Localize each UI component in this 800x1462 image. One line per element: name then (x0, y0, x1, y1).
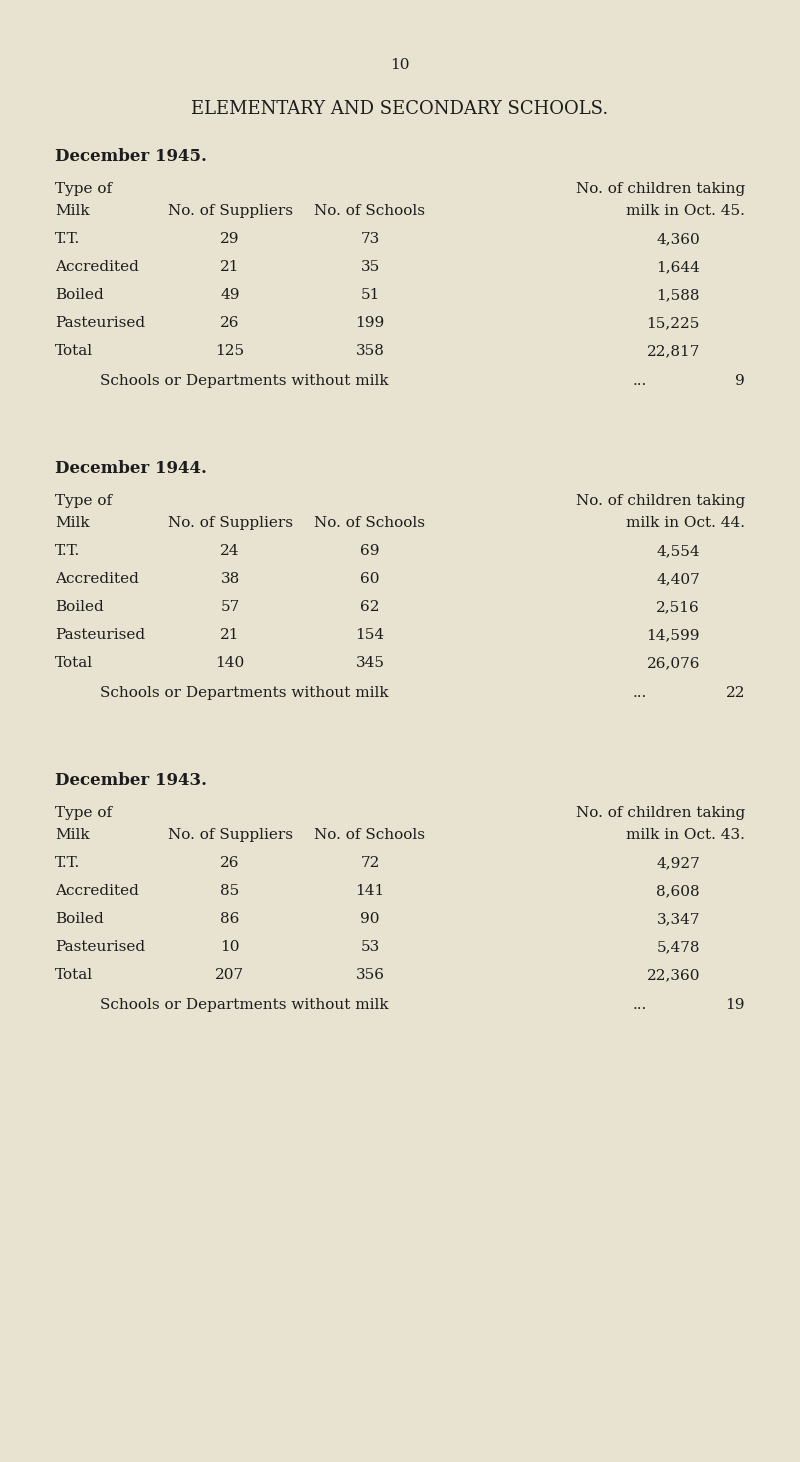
Text: Schools or Departments without milk: Schools or Departments without milk (100, 999, 389, 1012)
Text: No. of Suppliers: No. of Suppliers (167, 516, 293, 531)
Text: Total: Total (55, 656, 93, 670)
Text: Accredited: Accredited (55, 572, 139, 586)
Text: 345: 345 (355, 656, 385, 670)
Text: Type of: Type of (55, 494, 112, 507)
Text: 22: 22 (726, 686, 745, 700)
Text: No. of Suppliers: No. of Suppliers (167, 205, 293, 218)
Text: 4,360: 4,360 (656, 232, 700, 246)
Text: Schools or Departments without milk: Schools or Departments without milk (100, 686, 389, 700)
Text: 356: 356 (355, 968, 385, 982)
Text: 4,554: 4,554 (656, 544, 700, 558)
Text: Pasteurised: Pasteurised (55, 940, 145, 955)
Text: Accredited: Accredited (55, 885, 139, 898)
Text: 72: 72 (360, 855, 380, 870)
Text: milk in Oct. 45.: milk in Oct. 45. (626, 205, 745, 218)
Text: Accredited: Accredited (55, 260, 139, 273)
Text: 140: 140 (215, 656, 245, 670)
Text: 57: 57 (220, 599, 240, 614)
Text: Boiled: Boiled (55, 288, 104, 303)
Text: Total: Total (55, 968, 93, 982)
Text: 358: 358 (355, 344, 385, 358)
Text: Total: Total (55, 344, 93, 358)
Text: 2,516: 2,516 (656, 599, 700, 614)
Text: 51: 51 (360, 288, 380, 303)
Text: 199: 199 (355, 316, 385, 330)
Text: Type of: Type of (55, 181, 112, 196)
Text: 154: 154 (355, 629, 385, 642)
Text: 1,644: 1,644 (656, 260, 700, 273)
Text: 86: 86 (220, 912, 240, 925)
Text: 26,076: 26,076 (646, 656, 700, 670)
Text: 62: 62 (360, 599, 380, 614)
Text: No. of children taking: No. of children taking (576, 181, 745, 196)
Text: No. of children taking: No. of children taking (576, 494, 745, 507)
Text: 1,588: 1,588 (657, 288, 700, 303)
Text: ELEMENTARY AND SECONDARY SCHOOLS.: ELEMENTARY AND SECONDARY SCHOOLS. (191, 99, 609, 118)
Text: ...: ... (633, 374, 647, 387)
Text: Schools or Departments without milk: Schools or Departments without milk (100, 374, 389, 387)
Text: No. of children taking: No. of children taking (576, 806, 745, 820)
Text: 8,608: 8,608 (656, 885, 700, 898)
Text: 141: 141 (355, 885, 385, 898)
Text: December 1945.: December 1945. (55, 148, 207, 165)
Text: Milk: Milk (55, 516, 90, 531)
Text: T.T.: T.T. (55, 544, 80, 558)
Text: 15,225: 15,225 (646, 316, 700, 330)
Text: No. of Schools: No. of Schools (314, 516, 426, 531)
Text: 10: 10 (390, 58, 410, 72)
Text: 24: 24 (220, 544, 240, 558)
Text: Milk: Milk (55, 827, 90, 842)
Text: Milk: Milk (55, 205, 90, 218)
Text: 10: 10 (220, 940, 240, 955)
Text: 21: 21 (220, 629, 240, 642)
Text: Pasteurised: Pasteurised (55, 316, 145, 330)
Text: T.T.: T.T. (55, 232, 80, 246)
Text: 38: 38 (220, 572, 240, 586)
Text: T.T.: T.T. (55, 855, 80, 870)
Text: Boiled: Boiled (55, 912, 104, 925)
Text: Boiled: Boiled (55, 599, 104, 614)
Text: 69: 69 (360, 544, 380, 558)
Text: Type of: Type of (55, 806, 112, 820)
Text: ...: ... (633, 999, 647, 1012)
Text: No. of Schools: No. of Schools (314, 827, 426, 842)
Text: 35: 35 (360, 260, 380, 273)
Text: 14,599: 14,599 (646, 629, 700, 642)
Text: 3,347: 3,347 (657, 912, 700, 925)
Text: 125: 125 (215, 344, 245, 358)
Text: 4,927: 4,927 (656, 855, 700, 870)
Text: 9: 9 (735, 374, 745, 387)
Text: December 1944.: December 1944. (55, 461, 207, 477)
Text: 22,360: 22,360 (646, 968, 700, 982)
Text: No. of Suppliers: No. of Suppliers (167, 827, 293, 842)
Text: 22,817: 22,817 (646, 344, 700, 358)
Text: 73: 73 (360, 232, 380, 246)
Text: 5,478: 5,478 (657, 940, 700, 955)
Text: 207: 207 (215, 968, 245, 982)
Text: ...: ... (633, 686, 647, 700)
Text: 21: 21 (220, 260, 240, 273)
Text: milk in Oct. 44.: milk in Oct. 44. (626, 516, 745, 531)
Text: 29: 29 (220, 232, 240, 246)
Text: No. of Schools: No. of Schools (314, 205, 426, 218)
Text: 4,407: 4,407 (656, 572, 700, 586)
Text: milk in Oct. 43.: milk in Oct. 43. (626, 827, 745, 842)
Text: 26: 26 (220, 855, 240, 870)
Text: 90: 90 (360, 912, 380, 925)
Text: 60: 60 (360, 572, 380, 586)
Text: Pasteurised: Pasteurised (55, 629, 145, 642)
Text: 85: 85 (220, 885, 240, 898)
Text: 19: 19 (726, 999, 745, 1012)
Text: 49: 49 (220, 288, 240, 303)
Text: 53: 53 (360, 940, 380, 955)
Text: 26: 26 (220, 316, 240, 330)
Text: December 1943.: December 1943. (55, 772, 207, 789)
